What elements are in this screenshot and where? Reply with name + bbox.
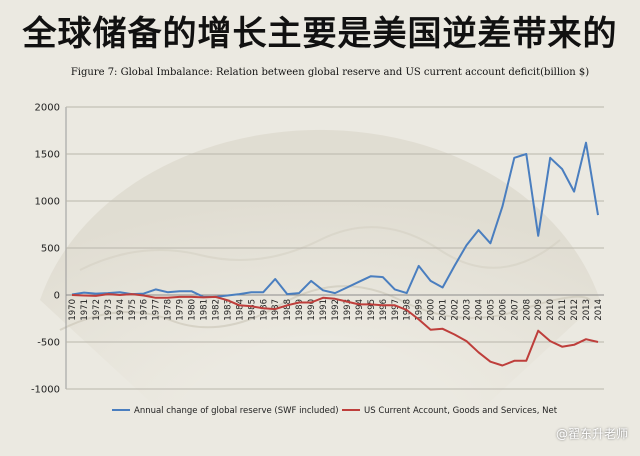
x-tick-label: 1976 xyxy=(140,299,150,321)
x-tick-label: 1982 xyxy=(211,299,221,321)
x-axis-ticks: 1970 1971 1972 1973 1974 1975 1976 1977 1978 1979… xyxy=(68,299,604,321)
series-lines xyxy=(71,141,599,367)
y-axis-ticks: -1000 -500 0 500 1000 1500 2000 xyxy=(31,103,60,396)
y-tick-label: -500 xyxy=(37,338,60,349)
x-tick-label: 2009 xyxy=(534,299,544,321)
x-tick-label: 1980 xyxy=(188,299,198,321)
x-tick-label: 1997 xyxy=(391,299,401,321)
x-tick-label: 1973 xyxy=(104,299,114,321)
legend-label-2: US Current Account, Goods and Services, … xyxy=(364,406,558,416)
x-tick-label: 2000 xyxy=(427,299,437,321)
x-tick-label: 1983 xyxy=(223,299,233,321)
watermark: @翟东升老师 xyxy=(555,427,628,441)
x-tick-label: 2012 xyxy=(570,299,580,321)
grid-lines xyxy=(65,106,604,390)
series-line-2 xyxy=(71,293,599,367)
x-tick-label: 1977 xyxy=(152,299,162,321)
x-tick-label: 1979 xyxy=(176,299,186,321)
x-tick-label: 1970 xyxy=(68,299,78,321)
x-tick-label: 1992 xyxy=(331,299,341,321)
y-tick-label: 1000 xyxy=(35,197,60,208)
x-tick-label: 1984 xyxy=(235,299,245,321)
mountain-ridge xyxy=(59,285,591,331)
y-tick-label: 1500 xyxy=(35,150,60,161)
x-tick-label: 1991 xyxy=(319,299,329,321)
mountain-ridge-far xyxy=(79,226,561,271)
y-tick-label: 0 xyxy=(54,291,60,302)
x-tick-label: 1986 xyxy=(259,299,269,321)
x-tick-label: 2004 xyxy=(474,299,484,321)
x-tick-label: 2002 xyxy=(451,299,461,321)
x-tick-label: 2008 xyxy=(522,299,532,321)
x-tick-label: 1996 xyxy=(379,299,389,321)
x-tick-label: 1988 xyxy=(283,299,293,321)
series-line-1 xyxy=(71,141,599,298)
x-tick-label: 2014 xyxy=(594,299,604,321)
x-tick-label: 1978 xyxy=(164,299,174,321)
x-tick-label: 2010 xyxy=(546,299,556,321)
fan-shape xyxy=(40,129,600,420)
x-tick-label: 1994 xyxy=(355,299,365,321)
slide-title: 全球储备的增长主要是美国逆差带来的 xyxy=(22,14,618,54)
x-tick-label: 1972 xyxy=(92,299,102,321)
x-tick-label: 1989 xyxy=(295,299,305,321)
x-tick-label: 1974 xyxy=(116,299,126,321)
x-tick-label: 1995 xyxy=(367,299,377,321)
x-tick-label: 2007 xyxy=(510,299,520,321)
x-tick-label: 2005 xyxy=(486,299,496,321)
legend: Annual change of global reserve (SWF inc… xyxy=(112,406,558,416)
x-tick-label: 1999 xyxy=(415,299,425,321)
x-tick-label: 1981 xyxy=(200,299,210,321)
x-tick-label: 1985 xyxy=(247,299,257,321)
x-tick-label: 1990 xyxy=(307,299,317,321)
x-tick-label: 1993 xyxy=(343,299,353,321)
x-tick-label: 2013 xyxy=(582,299,592,321)
x-tick-label: 1975 xyxy=(128,299,138,321)
y-tick-label: 2000 xyxy=(35,103,60,114)
y-tick-label: 500 xyxy=(41,244,60,255)
x-tick-label: 2001 xyxy=(439,299,449,321)
x-tick-label: 2006 xyxy=(498,299,508,321)
x-tick-label: 1971 xyxy=(80,299,90,321)
x-tick-label: 2011 xyxy=(558,299,568,321)
legend-label-1: Annual change of global reserve (SWF inc… xyxy=(134,406,339,416)
chart-title: Figure 7: Global Imbalance: Relation bet… xyxy=(70,67,590,78)
x-tick-label: 2003 xyxy=(463,299,473,321)
y-tick-label: -1000 xyxy=(31,385,60,396)
